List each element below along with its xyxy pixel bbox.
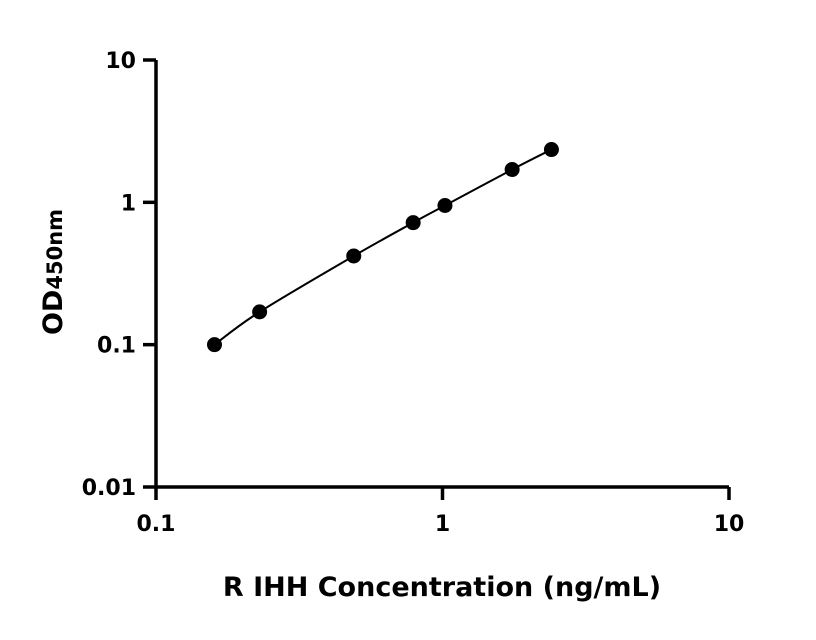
data-point xyxy=(346,248,362,264)
y-axis-title-subscript: 450nm xyxy=(43,209,67,290)
x-tick-label: 1 xyxy=(435,512,450,537)
y-tick-label: 0.1 xyxy=(97,334,136,359)
data-point xyxy=(543,142,559,158)
data-point xyxy=(504,162,520,178)
data-point xyxy=(405,215,421,231)
y-tick-label: 1 xyxy=(121,191,136,216)
data-point xyxy=(437,198,453,214)
y-axis-title-main: OD xyxy=(38,290,69,335)
axes xyxy=(154,60,729,489)
data-point xyxy=(206,337,222,353)
y-tick-label: 10 xyxy=(105,49,136,74)
plot-area xyxy=(206,142,559,353)
y-axis-title: OD450nm xyxy=(38,209,69,335)
x-axis-title: R IHH Concentration (ng/mL) xyxy=(223,572,661,603)
x-tick-label: 0.1 xyxy=(137,512,176,537)
x-tick-label: 10 xyxy=(714,512,745,537)
data-point xyxy=(252,304,268,320)
y-tick-label: 0.01 xyxy=(82,476,136,501)
